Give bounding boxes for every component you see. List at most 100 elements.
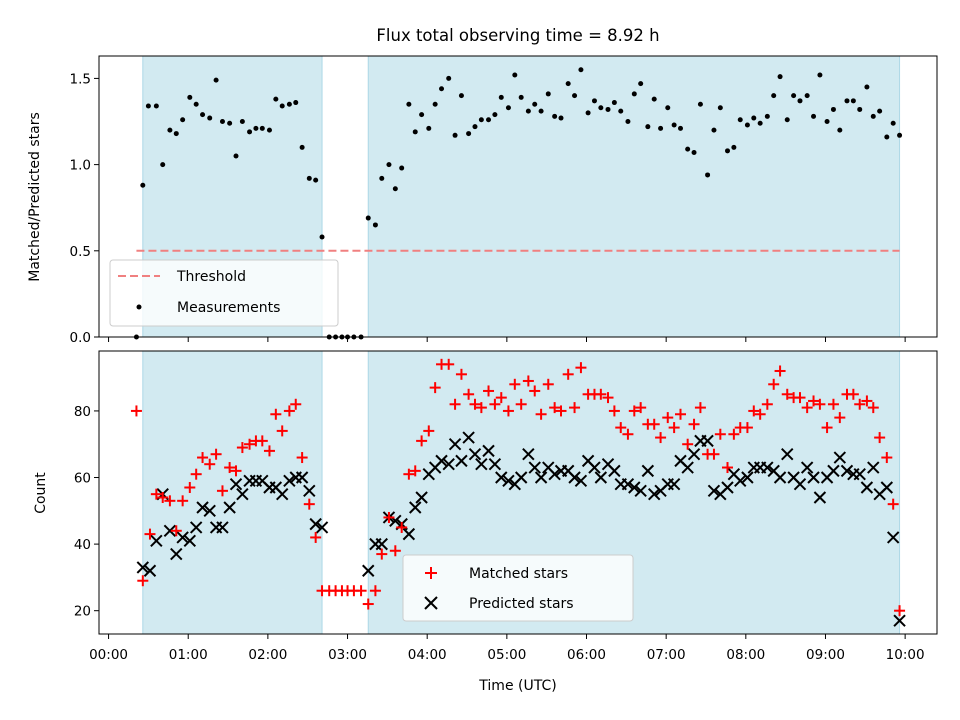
x-tick-label: 04:00 — [408, 647, 447, 663]
bottom-legend: Matched stars Predicted stars — [402, 554, 634, 622]
predicted-star-marker — [574, 474, 588, 488]
matched-star-marker — [688, 418, 700, 430]
matched-star-marker — [834, 412, 846, 424]
matched-star-marker — [575, 362, 587, 374]
predicted-star-marker — [462, 431, 475, 444]
measurement-point — [811, 113, 817, 119]
matched-star-marker — [150, 488, 162, 500]
measurement-point — [658, 125, 664, 131]
measurement-point — [498, 94, 504, 100]
measurement-point — [645, 124, 651, 130]
x-tick-label: 07:00 — [647, 647, 686, 663]
measurement-point — [313, 177, 319, 183]
predicted-star-marker — [183, 534, 197, 547]
measurement-point — [665, 105, 671, 111]
predicted-star-marker — [667, 477, 681, 491]
predicted-star-marker — [216, 521, 229, 534]
measurement-point — [864, 84, 870, 90]
measurement-point — [446, 75, 452, 81]
measurement-point — [585, 110, 591, 116]
predicted-star-marker — [488, 457, 502, 471]
predicted-star-marker — [628, 481, 641, 494]
matched-star-marker — [615, 422, 627, 434]
measurement-point — [784, 117, 790, 123]
predicted-star-marker — [375, 537, 388, 551]
legend-predicted-swatch — [424, 596, 438, 610]
matched-star-marker — [635, 402, 647, 414]
predicted-star-marker — [867, 461, 880, 474]
matched-star-marker — [310, 531, 322, 543]
matched-star-marker — [296, 452, 308, 464]
measurement-point — [247, 129, 253, 135]
matched-star-marker — [535, 408, 547, 420]
measurement-point — [466, 131, 472, 137]
matched-star-marker — [648, 418, 660, 430]
measurement-point — [518, 94, 524, 100]
matched-star-marker — [409, 465, 421, 477]
matched-star-marker — [894, 605, 906, 617]
measurement-point — [279, 103, 285, 109]
predicted-star-marker — [548, 467, 561, 481]
matched-star-marker — [469, 398, 481, 410]
measurement-point — [797, 98, 803, 104]
predicted-star-marker — [641, 464, 655, 478]
measurement-point — [751, 115, 757, 121]
predicted-star-marker — [223, 501, 236, 514]
matched-star-marker — [362, 598, 374, 610]
measurement-point — [525, 108, 531, 114]
top-x-ticks — [108, 337, 906, 342]
matched-star-marker — [416, 435, 428, 447]
measurement-point — [239, 119, 245, 125]
matched-star-marker — [190, 468, 202, 480]
measurement-point — [512, 72, 518, 78]
predicted-star-marker — [309, 517, 322, 531]
measurement-point — [505, 105, 511, 111]
x-tick-label: 10:00 — [886, 647, 925, 663]
measurement-point — [173, 131, 179, 137]
predicted-star-marker — [734, 474, 747, 488]
measurement-point — [731, 144, 737, 150]
measurement-point — [412, 129, 418, 135]
matched-star-marker — [854, 398, 866, 410]
measurement-point — [379, 175, 385, 181]
matched-star-marker — [655, 432, 667, 444]
measurement-point — [145, 103, 151, 109]
predicted-star-marker — [442, 457, 455, 471]
matched-star-marker — [662, 412, 674, 424]
measurement-point — [439, 86, 445, 92]
bottom-legend-box — [402, 554, 634, 622]
matched-star-marker — [595, 388, 607, 400]
x-tick-label: 02:00 — [248, 647, 287, 663]
predicted-star-marker — [482, 444, 495, 458]
predicted-star-marker — [608, 464, 621, 478]
predicted-star-marker — [793, 477, 807, 491]
predicted-star-marker — [409, 501, 422, 514]
matched-star-marker — [754, 408, 766, 420]
matched-star-marker — [230, 465, 242, 477]
measurement-point — [167, 127, 173, 133]
measurement-point — [757, 120, 763, 126]
top-y-ticks: 0.0 0.5 1.0 1.5 — [70, 71, 99, 346]
predicted-star-marker — [236, 487, 249, 501]
measurement-point — [472, 124, 478, 130]
matched-star-marker — [714, 428, 726, 440]
matched-star-marker — [874, 432, 886, 444]
measurement-point — [804, 93, 810, 99]
x-tick-label: 06:00 — [567, 647, 606, 663]
measurement-point — [817, 72, 823, 78]
predicted-star-marker — [773, 471, 787, 484]
matched-star-marker — [827, 398, 839, 410]
measurement-point — [452, 132, 458, 138]
measurement-point — [605, 106, 611, 112]
predicted-star-marker — [402, 527, 416, 541]
top-y-axis-label: Matched/Predicted stars — [27, 112, 43, 282]
measurement-point — [180, 117, 186, 123]
matched-star-marker — [602, 392, 614, 404]
measurement-point — [837, 127, 843, 133]
predicted-star-marker — [522, 448, 535, 461]
predicted-star-marker — [781, 448, 794, 461]
matched-star-marker — [808, 395, 820, 407]
matched-star-marker — [814, 398, 826, 410]
predicted-star-marker — [880, 481, 894, 494]
